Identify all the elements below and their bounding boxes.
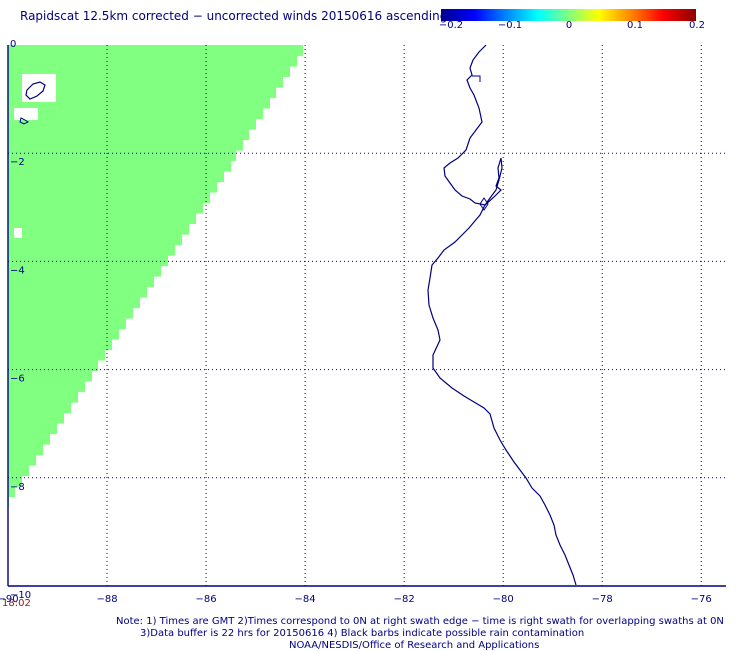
lat-tick-label: −4	[10, 265, 25, 276]
map-title: Rapidscat 12.5km corrected − uncorrected…	[20, 9, 448, 23]
lon-tick-label: −76	[691, 594, 712, 605]
swath-cell	[8, 276, 154, 288]
swath-time-label: 18:02	[2, 598, 31, 609]
swath-cell	[8, 234, 182, 246]
lon-tick-label: −82	[394, 594, 415, 605]
swath-cell	[8, 307, 133, 319]
swath-cell	[8, 45, 303, 57]
lon-tick-label: −80	[493, 594, 514, 605]
swath-cell	[8, 171, 224, 183]
swath-cell	[8, 339, 112, 351]
note-line-1: Note: 1) Times are GMT 2)Times correspon…	[116, 616, 724, 627]
swath-cell	[8, 129, 249, 141]
swath-cell	[8, 444, 43, 456]
swath-cell	[8, 87, 276, 99]
swath-cell	[8, 433, 50, 445]
color-scale-bar	[441, 9, 696, 21]
swath-cell	[8, 265, 161, 277]
swath-cell	[8, 139, 243, 151]
swath-cell	[8, 370, 92, 382]
colorbar-tick-label: 0.2	[689, 20, 705, 31]
swath-cell	[8, 192, 210, 204]
swath-cell	[8, 118, 256, 130]
swath-cell	[8, 318, 126, 330]
swath-cell	[8, 76, 283, 88]
colorbar-tick-label: −0.1	[497, 20, 523, 31]
galapagos-islands	[14, 74, 56, 238]
swath-cell	[8, 213, 196, 225]
swath-cell	[8, 160, 231, 172]
swath-cell	[8, 486, 15, 498]
swath-cell	[8, 412, 64, 424]
swath-cell	[8, 402, 71, 414]
swath-cell	[8, 181, 217, 193]
lon-tick-label: −84	[295, 594, 316, 605]
swath-cell	[8, 391, 78, 403]
lat-tick-label: −8	[10, 482, 25, 493]
swath-coverage	[8, 45, 303, 508]
swath-cell	[8, 328, 119, 340]
swath-cell	[8, 454, 36, 466]
colorbar-tick-label: −0.2	[438, 20, 464, 31]
coastline	[427, 44, 577, 586]
swath-cell	[8, 150, 236, 162]
note-line-3: NOAA/NESDIS/Office of Research and Appli…	[289, 640, 540, 651]
swath-cell	[8, 465, 29, 477]
axis-tick-labels: −90 −88 −86 −84 −82 −80 −78 −76 0 −2 −4 −6 −8 −10	[0, 39, 712, 605]
swath-cell	[8, 108, 263, 120]
swath-cell	[8, 381, 85, 393]
note-line-2: 3)Data buffer is 22 hrs for 20150616 4) …	[140, 628, 585, 639]
swath-cell	[8, 360, 98, 372]
swath-cell	[8, 475, 22, 487]
colorbar-tick-label: 0	[565, 20, 573, 31]
swath-cell	[8, 349, 105, 361]
swath-cell	[8, 202, 203, 214]
swath-cell	[8, 97, 270, 109]
lon-tick-label: −90	[0, 594, 19, 605]
lon-tick-label: −88	[96, 594, 117, 605]
lon-tick-label: −78	[592, 594, 613, 605]
swath-cell	[8, 223, 189, 235]
swath-cell	[8, 244, 175, 256]
swath-cell	[8, 286, 147, 298]
colorbar-tick-label: 0.1	[627, 20, 643, 31]
lat-tick-label: −10	[10, 590, 31, 601]
grid-lines	[7, 45, 726, 587]
swath-cell	[8, 66, 290, 78]
lon-tick-label: −86	[196, 594, 217, 605]
swath-cell	[8, 55, 297, 67]
swath-cell	[8, 297, 140, 309]
lat-tick-label: 0	[10, 39, 16, 50]
swath-cell	[8, 423, 57, 435]
lat-tick-label: −6	[10, 374, 25, 385]
swath-cell	[8, 255, 168, 267]
lat-tick-label: −2	[10, 157, 25, 168]
